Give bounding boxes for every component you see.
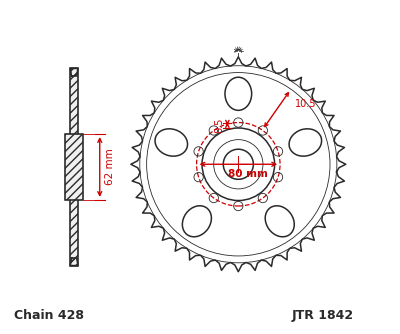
Text: 62 mm: 62 mm [105, 149, 115, 185]
Bar [70, 68, 78, 266]
Text: 8.5: 8.5 [215, 118, 225, 133]
Text: JTR 1842: JTR 1842 [292, 309, 354, 322]
Text: Chain 428: Chain 428 [14, 309, 84, 322]
Bar [65, 134, 83, 200]
Text: 10.5: 10.5 [295, 99, 316, 109]
Bar [70, 68, 78, 266]
Text: 80 mm: 80 mm [228, 169, 268, 179]
Bar [65, 134, 83, 200]
